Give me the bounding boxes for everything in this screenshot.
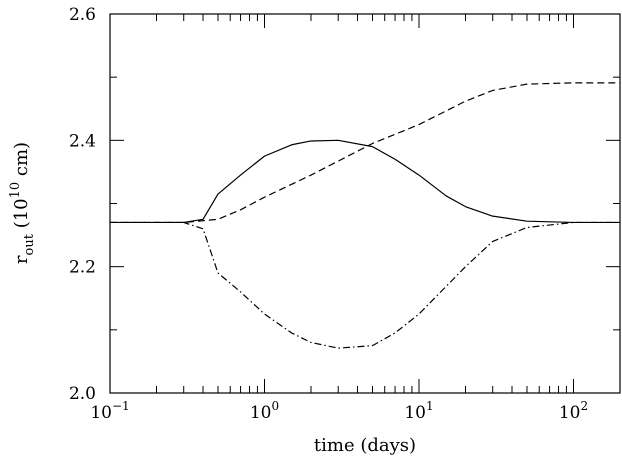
- chart-marks: [110, 82, 620, 349]
- x-tick-label: 101: [404, 399, 433, 423]
- series-line-dashdot: [110, 221, 620, 349]
- series-line-dashed: [110, 82, 620, 224]
- y-tick-label: 2.0: [69, 384, 96, 404]
- y-axis-title-sub: out: [22, 233, 37, 255]
- x-tick-label: 102: [559, 399, 588, 423]
- tick-labels: 2.0 2.2 2.4 2.6 10−1 100 101 102: [69, 5, 588, 423]
- tick-marks: [109, 13, 621, 394]
- y-tick-label: 2.6: [69, 5, 96, 25]
- plot-frame: [109, 13, 621, 394]
- y-axis-title-sup: 10: [8, 182, 23, 199]
- x-tick-label: 10−1: [90, 399, 129, 423]
- y-axis-title: rout (1010 cm): [8, 142, 37, 264]
- y-axis-title-open: (10: [11, 198, 32, 234]
- x-axis-title: time (days): [314, 435, 416, 456]
- y-tick-label: 2.2: [69, 258, 96, 278]
- x-tick-label: 100: [250, 399, 279, 423]
- y-axis-title-base: r: [11, 255, 32, 264]
- y-axis-title-close: cm): [11, 142, 32, 182]
- y-tick-label: 2.4: [69, 131, 96, 151]
- series-line-solid: [110, 139, 620, 224]
